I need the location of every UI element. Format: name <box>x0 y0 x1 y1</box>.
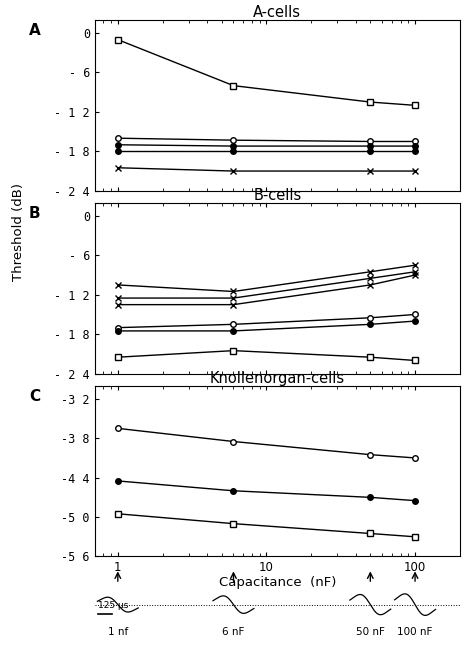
Text: 50 nF: 50 nF <box>356 627 385 637</box>
X-axis label: Capacitance  (nF): Capacitance (nF) <box>219 576 336 589</box>
Text: 125 µs: 125 µs <box>99 601 129 610</box>
Text: 6 nF: 6 nF <box>222 627 245 637</box>
Title: B-cells: B-cells <box>253 188 301 203</box>
Text: Threshold (dB): Threshold (dB) <box>12 183 26 282</box>
Title: Knollenorgan-cells: Knollenorgan-cells <box>210 371 345 386</box>
Title: A-cells: A-cells <box>253 5 301 20</box>
Text: C: C <box>29 389 40 404</box>
Text: 1 nf: 1 nf <box>108 627 128 637</box>
Text: 100 nF: 100 nF <box>397 627 433 637</box>
Text: B: B <box>29 207 41 221</box>
Text: A: A <box>29 23 41 39</box>
